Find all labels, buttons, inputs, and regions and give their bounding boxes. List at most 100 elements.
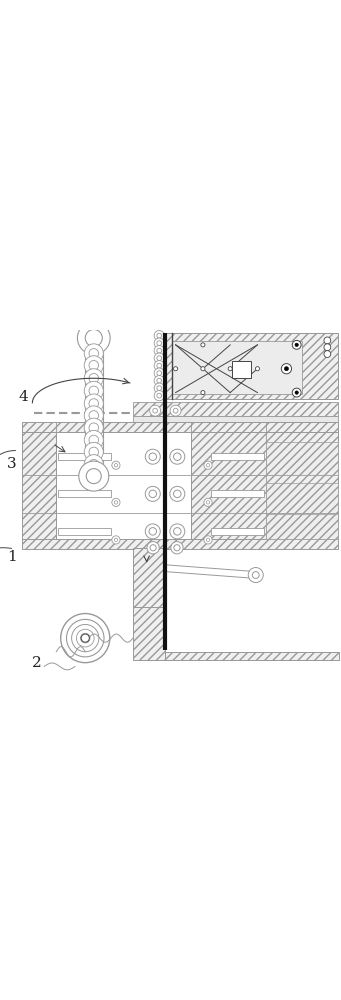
- Circle shape: [255, 367, 260, 371]
- Circle shape: [171, 542, 183, 554]
- Circle shape: [255, 367, 260, 371]
- Circle shape: [154, 383, 164, 393]
- Circle shape: [206, 464, 210, 467]
- Circle shape: [149, 528, 157, 535]
- Circle shape: [153, 408, 158, 413]
- Polygon shape: [133, 548, 165, 611]
- Text: 4: 4: [19, 390, 29, 404]
- Polygon shape: [211, 490, 264, 497]
- Polygon shape: [232, 361, 251, 378]
- Circle shape: [170, 486, 185, 501]
- Circle shape: [281, 364, 292, 374]
- Circle shape: [201, 367, 205, 371]
- Polygon shape: [191, 427, 338, 548]
- Circle shape: [84, 344, 103, 363]
- Circle shape: [84, 430, 103, 450]
- Circle shape: [157, 371, 162, 376]
- Circle shape: [147, 542, 159, 554]
- Circle shape: [85, 330, 102, 347]
- Polygon shape: [133, 402, 338, 416]
- Circle shape: [86, 469, 101, 484]
- Circle shape: [154, 368, 164, 378]
- Circle shape: [112, 498, 120, 506]
- Polygon shape: [266, 442, 338, 475]
- Polygon shape: [211, 528, 264, 535]
- Circle shape: [89, 373, 99, 383]
- Circle shape: [84, 356, 103, 375]
- Circle shape: [154, 376, 164, 386]
- Circle shape: [292, 388, 301, 397]
- Circle shape: [295, 391, 298, 394]
- Circle shape: [83, 636, 87, 640]
- Circle shape: [154, 331, 164, 341]
- Circle shape: [154, 338, 164, 348]
- Circle shape: [157, 341, 162, 346]
- Circle shape: [292, 340, 301, 349]
- Circle shape: [89, 349, 99, 358]
- Circle shape: [201, 343, 205, 347]
- Circle shape: [157, 378, 162, 383]
- Circle shape: [89, 411, 99, 420]
- Circle shape: [252, 572, 259, 578]
- Circle shape: [149, 453, 157, 460]
- Circle shape: [204, 461, 212, 469]
- Circle shape: [228, 367, 232, 371]
- Circle shape: [84, 455, 103, 474]
- Circle shape: [114, 501, 118, 504]
- Circle shape: [84, 394, 103, 413]
- Circle shape: [157, 356, 162, 361]
- Polygon shape: [133, 607, 165, 660]
- Circle shape: [170, 524, 185, 539]
- Circle shape: [324, 344, 331, 351]
- Circle shape: [284, 367, 288, 371]
- Circle shape: [79, 461, 109, 491]
- Circle shape: [174, 367, 178, 371]
- Text: 3: 3: [7, 457, 16, 471]
- Circle shape: [154, 391, 164, 401]
- Circle shape: [145, 524, 160, 539]
- Circle shape: [149, 490, 157, 498]
- Text: 1: 1: [7, 550, 17, 564]
- Circle shape: [174, 367, 178, 371]
- Circle shape: [145, 449, 160, 464]
- Circle shape: [248, 568, 263, 583]
- Circle shape: [77, 322, 110, 354]
- Circle shape: [201, 343, 205, 347]
- Polygon shape: [133, 416, 338, 422]
- Circle shape: [89, 386, 99, 396]
- Circle shape: [174, 545, 180, 551]
- Circle shape: [157, 363, 162, 368]
- Circle shape: [157, 333, 162, 338]
- Polygon shape: [58, 453, 111, 460]
- Circle shape: [324, 351, 331, 357]
- Circle shape: [157, 386, 162, 391]
- Polygon shape: [22, 427, 56, 548]
- Circle shape: [154, 361, 164, 371]
- Circle shape: [201, 391, 205, 395]
- Circle shape: [150, 545, 156, 551]
- Polygon shape: [211, 453, 264, 460]
- Circle shape: [84, 381, 103, 400]
- Circle shape: [114, 464, 118, 467]
- Text: 2: 2: [32, 656, 42, 670]
- Circle shape: [150, 405, 161, 416]
- Circle shape: [89, 447, 99, 457]
- Polygon shape: [82, 477, 104, 481]
- Circle shape: [84, 442, 103, 461]
- Polygon shape: [162, 333, 338, 399]
- Polygon shape: [266, 514, 338, 539]
- Circle shape: [228, 367, 232, 371]
- Circle shape: [206, 501, 210, 504]
- Circle shape: [89, 459, 99, 469]
- Circle shape: [89, 399, 99, 408]
- Circle shape: [174, 453, 181, 460]
- Circle shape: [204, 536, 212, 544]
- Circle shape: [114, 538, 118, 542]
- Polygon shape: [22, 539, 338, 549]
- Circle shape: [89, 361, 99, 370]
- Circle shape: [112, 536, 120, 544]
- Circle shape: [174, 490, 181, 498]
- Polygon shape: [172, 341, 302, 394]
- Circle shape: [84, 418, 103, 437]
- Circle shape: [295, 343, 298, 347]
